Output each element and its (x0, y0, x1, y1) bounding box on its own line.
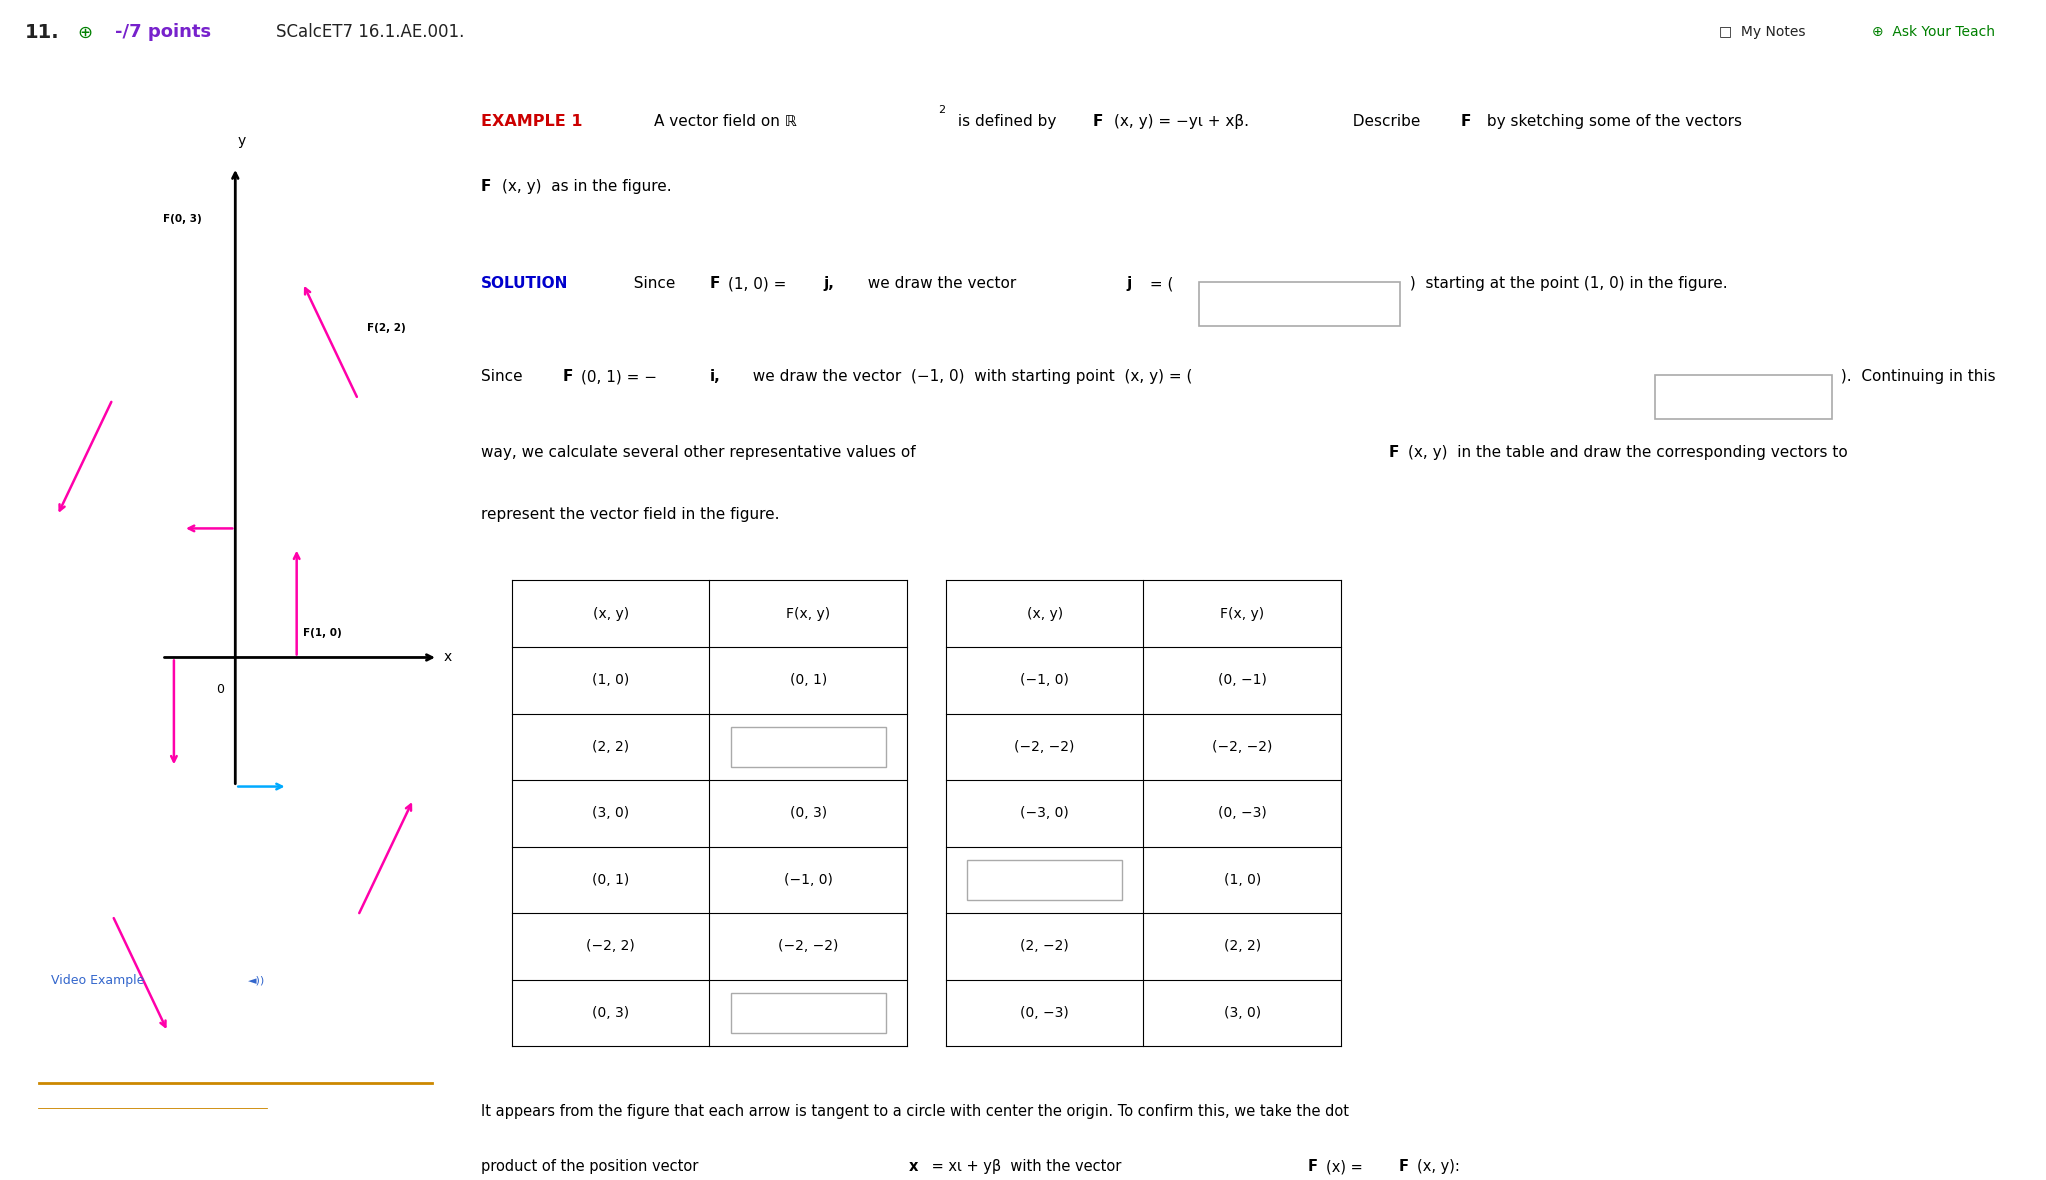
Text: (−2, −2): (−2, −2) (777, 939, 839, 953)
Text: x: x (444, 650, 452, 664)
Text: F: F (481, 179, 491, 195)
Text: SCalcET7 16.1.AE.001.: SCalcET7 16.1.AE.001. (276, 24, 464, 41)
Text: SOLUTION: SOLUTION (481, 276, 569, 291)
Text: we draw the vector  (−1, 0)  with starting point  (x, y) = (: we draw the vector (−1, 0) with starting… (743, 369, 1193, 385)
Text: F: F (1093, 113, 1103, 129)
Text: by sketching some of the vectors: by sketching some of the vectors (1481, 113, 1741, 129)
Text: (−1, 0): (−1, 0) (1021, 674, 1070, 687)
Text: )  starting at the point (1, 0) in the figure.: ) starting at the point (1, 0) in the fi… (1404, 276, 1727, 291)
Text: Since: Since (624, 276, 685, 291)
Text: is defined by: is defined by (953, 113, 1066, 129)
Bar (968, 860, 1121, 900)
Text: (−2, −2): (−2, −2) (1015, 740, 1074, 754)
Text: = (: = ( (1146, 276, 1174, 291)
Text: x: x (908, 1159, 919, 1174)
Text: EXAMPLE 1: EXAMPLE 1 (481, 113, 583, 129)
Text: (0, −3): (0, −3) (1217, 806, 1266, 820)
Text: (x, y):: (x, y): (1418, 1159, 1459, 1174)
Text: (0, −3): (0, −3) (1021, 1005, 1068, 1020)
Text: ⊕  Ask Your Teach: ⊕ Ask Your Teach (1872, 26, 1995, 39)
Text: F: F (563, 369, 573, 385)
Bar (1199, 282, 1399, 326)
Text: (x, y): (x, y) (593, 607, 628, 621)
Text: (−2, 2): (−2, 2) (587, 939, 634, 953)
Text: F(2, 2): F(2, 2) (368, 323, 405, 334)
Text: F: F (1397, 1159, 1408, 1174)
Text: Since: Since (481, 369, 532, 385)
Text: product of the position vector: product of the position vector (481, 1159, 708, 1174)
Text: ◄)): ◄)) (248, 975, 264, 985)
Text: 0: 0 (217, 683, 223, 696)
Text: -/7 points: -/7 points (115, 24, 211, 41)
Text: F: F (1307, 1159, 1318, 1174)
Text: 2: 2 (937, 105, 945, 116)
Text: It appears from the figure that each arrow is tangent to a circle with center th: It appears from the figure that each arr… (481, 1104, 1348, 1120)
Text: F(0, 3): F(0, 3) (164, 214, 201, 224)
Text: Describe: Describe (1342, 113, 1424, 129)
Text: (0, 1): (0, 1) (790, 674, 827, 687)
Bar (730, 727, 886, 767)
Text: ).  Continuing in this: ). Continuing in this (1835, 369, 1995, 385)
Text: F(x, y): F(x, y) (786, 607, 831, 621)
Text: way, we calculate several other representative values of: way, we calculate several other represen… (481, 445, 925, 460)
Text: i,: i, (710, 369, 720, 385)
Text: 11.: 11. (25, 22, 59, 42)
Text: = xι + yβ  with the vector: = xι + yβ with the vector (927, 1159, 1131, 1174)
Text: A vector field on ℝ: A vector field on ℝ (655, 113, 796, 129)
Text: (1, 0) =: (1, 0) = (728, 276, 792, 291)
Text: F: F (1461, 113, 1471, 129)
Text: (x, y)  as in the figure.: (x, y) as in the figure. (503, 179, 671, 195)
Text: Video Example: Video Example (51, 974, 145, 986)
Text: (3, 0): (3, 0) (1224, 1005, 1260, 1020)
Text: F(x, y): F(x, y) (1219, 607, 1264, 621)
Text: (3, 0): (3, 0) (591, 806, 628, 820)
Text: (−3, 0): (−3, 0) (1021, 806, 1068, 820)
Text: (2, −2): (2, −2) (1021, 939, 1068, 953)
Text: (2, 2): (2, 2) (1224, 939, 1260, 953)
Text: (−2, −2): (−2, −2) (1211, 740, 1273, 754)
Text: (0, 3): (0, 3) (591, 1005, 628, 1020)
Text: (1, 0): (1, 0) (591, 674, 630, 687)
Text: y: y (237, 133, 246, 148)
Text: (0, 3): (0, 3) (790, 806, 827, 820)
Text: F: F (710, 276, 720, 291)
Text: ⊕: ⊕ (78, 24, 92, 41)
Text: (0, 1): (0, 1) (591, 873, 630, 887)
Text: (x, y) = −yι + xβ.: (x, y) = −yι + xβ. (1115, 113, 1250, 129)
Text: (−1, 0): (−1, 0) (784, 873, 833, 887)
Text: (0, −1): (0, −1) (1217, 674, 1266, 687)
Text: (0, 1) = −: (0, 1) = − (581, 369, 657, 385)
Text: j: j (1127, 276, 1131, 291)
Text: F(1, 0): F(1, 0) (303, 628, 342, 638)
Bar (1655, 374, 1833, 419)
Text: we draw the vector: we draw the vector (857, 276, 1025, 291)
Text: represent the vector field in the figure.: represent the vector field in the figure… (481, 506, 780, 522)
Text: (x, y)  in the table and draw the corresponding vectors to: (x, y) in the table and draw the corresp… (1408, 445, 1848, 460)
Text: F: F (1389, 445, 1399, 460)
Text: (x, y): (x, y) (1027, 607, 1062, 621)
Text: □  My Notes: □ My Notes (1719, 26, 1805, 39)
Text: (2, 2): (2, 2) (591, 740, 628, 754)
Text: (1, 0): (1, 0) (1224, 873, 1260, 887)
Bar (730, 992, 886, 1032)
Text: j,: j, (825, 276, 835, 291)
Text: (x) =: (x) = (1326, 1159, 1363, 1174)
